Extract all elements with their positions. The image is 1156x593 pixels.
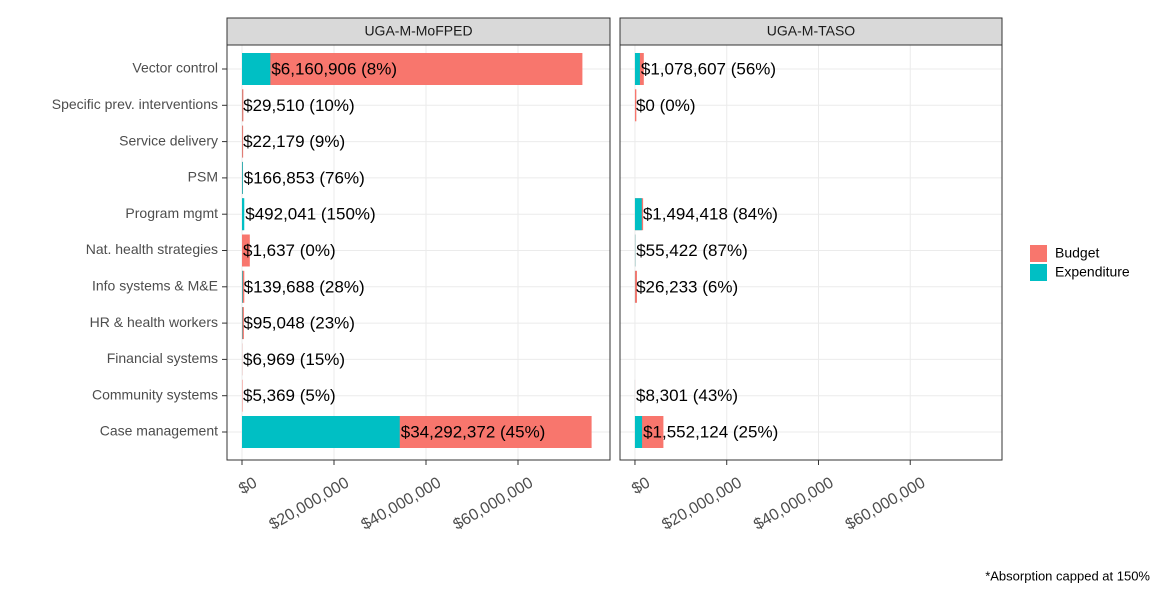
expenditure-bar	[635, 53, 640, 85]
value-label: $5,369 (5%)	[243, 386, 336, 405]
value-label: $1,078,607 (56%)	[641, 59, 776, 78]
y-tick-label: Financial systems	[107, 350, 218, 366]
value-label: $29,510 (10%)	[243, 96, 355, 115]
strip-title: UGA-M-MoFPED	[364, 23, 472, 39]
y-tick-label: Case management	[100, 423, 218, 439]
value-label: $492,041 (150%)	[245, 205, 375, 224]
x-tick-label: $0	[629, 474, 653, 498]
y-tick-label: HR & health workers	[90, 314, 218, 330]
value-label: $139,688 (28%)	[244, 277, 365, 296]
value-label: $26,233 (6%)	[636, 277, 738, 296]
expenditure-bar	[635, 198, 642, 230]
value-label: $6,969 (15%)	[243, 350, 345, 369]
x-tick-label: $60,000,000	[451, 474, 537, 533]
value-label: $55,422 (87%)	[636, 241, 748, 260]
expenditure-bar	[242, 162, 243, 194]
value-label: $1,494,418 (84%)	[643, 205, 778, 224]
legend-key	[1030, 245, 1047, 262]
footnote: *Absorption capped at 150%	[985, 568, 1150, 583]
value-label: $0 (0%)	[636, 96, 696, 115]
value-label: $166,853 (76%)	[244, 168, 365, 187]
x-tick-label: $20,000,000	[267, 474, 353, 533]
value-label: $1,637 (0%)	[243, 241, 336, 260]
legend-key	[1030, 264, 1047, 281]
y-tick-label: Community systems	[92, 386, 218, 402]
expenditure-bar	[242, 271, 243, 303]
y-tick-label: Program mgmt	[125, 205, 218, 221]
y-tick-label: Specific prev. interventions	[52, 96, 218, 112]
value-label: $22,179 (9%)	[243, 132, 345, 151]
y-tick-label: Info systems & M&E	[92, 278, 218, 294]
x-tick-label: $40,000,000	[751, 474, 837, 533]
value-label: $1,552,124 (25%)	[643, 422, 778, 441]
strip-title: UGA-M-TASO	[767, 23, 856, 39]
y-tick-label: PSM	[188, 169, 218, 185]
legend-label: Expenditure	[1055, 264, 1130, 280]
expenditure-bar	[635, 416, 642, 448]
value-label: $34,292,372 (45%)	[401, 422, 546, 441]
expenditure-bar	[242, 416, 400, 448]
legend-label: Budget	[1055, 245, 1099, 261]
y-tick-label: Nat. health strategies	[86, 241, 218, 257]
x-tick-label: $40,000,000	[359, 474, 445, 533]
value-label: $95,048 (23%)	[243, 314, 355, 333]
y-tick-label: Service delivery	[119, 132, 218, 148]
value-label: $6,160,906 (8%)	[271, 59, 397, 78]
y-tick-label: Vector control	[132, 60, 218, 76]
x-tick-label: $20,000,000	[659, 474, 745, 533]
x-tick-label: $0	[236, 474, 260, 498]
expenditure-bar	[242, 198, 244, 230]
x-tick-label: $60,000,000	[843, 474, 929, 533]
value-label: $8,301 (43%)	[636, 386, 738, 405]
expenditure-bar	[242, 53, 270, 85]
